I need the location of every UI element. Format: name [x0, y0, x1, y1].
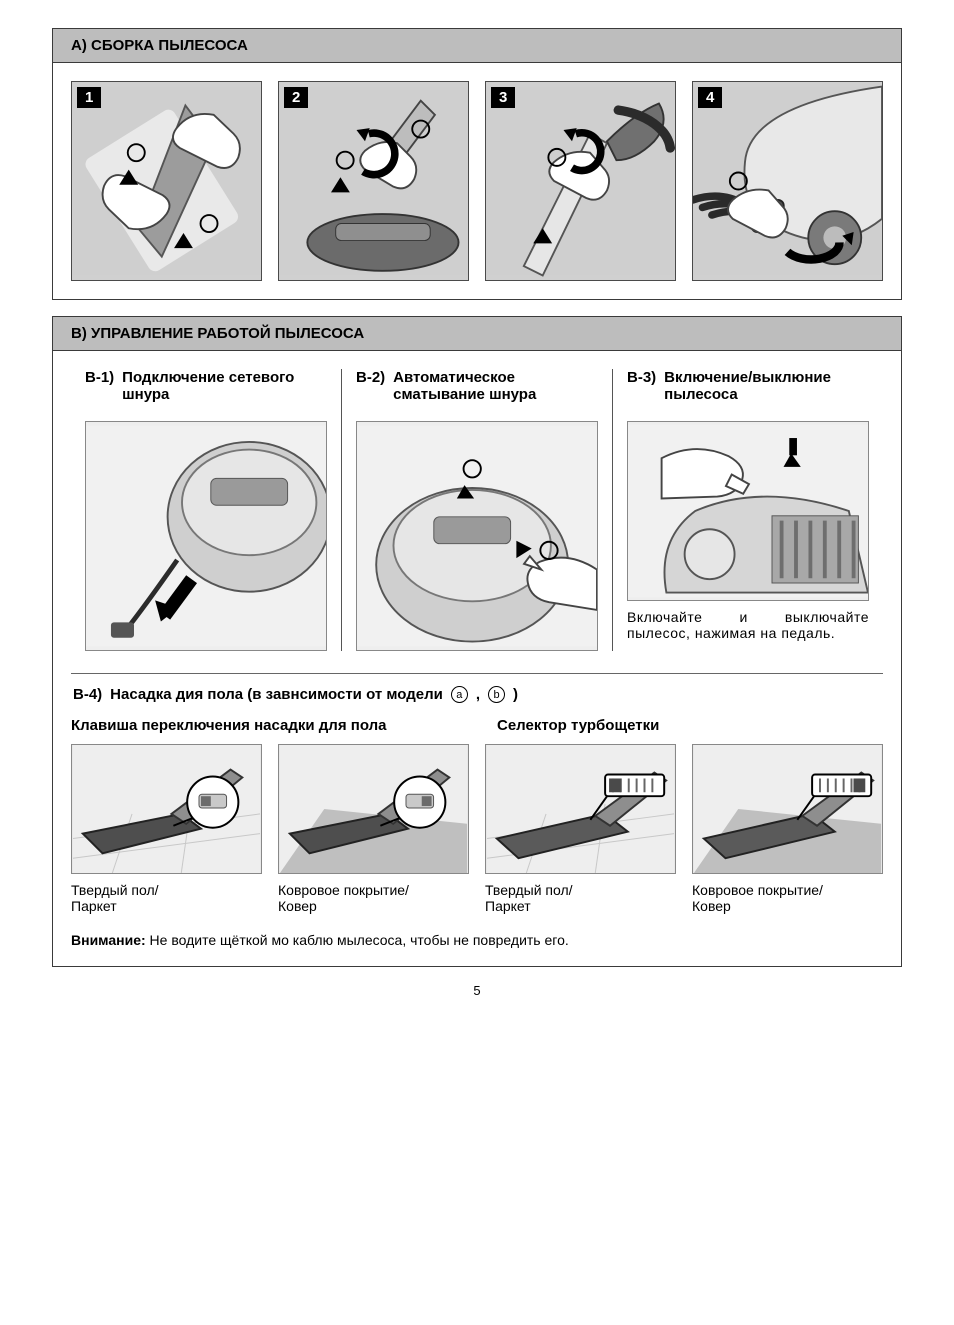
b4-subheadings: Клавиша переключения насадки для пола Се… [71, 717, 883, 734]
b2-label: B-2) [356, 369, 385, 403]
b4-sub-left: Клавиша переключения насадки для пола [71, 717, 457, 734]
step-badge: 2 [284, 87, 308, 108]
step-badge: 1 [77, 87, 101, 108]
col-b3: B-3) Включение/выклюние пылесоса [613, 369, 883, 651]
operation-top-row: B-1) Подключение сетевого шнура [71, 369, 883, 651]
b4-title-row: B-4) Насадка дия пола (в завнсимости от … [71, 686, 883, 703]
step-badge: 3 [491, 87, 515, 108]
col-b1: B-1) Подключение сетевого шнура [71, 369, 342, 651]
b1-figure [85, 421, 327, 651]
step-badge: 4 [698, 87, 722, 108]
assembly-step-3: 3 [485, 81, 676, 281]
b3-heading: Включение/выклюние пылесоса [664, 369, 869, 403]
b4-figure-4 [692, 744, 883, 874]
section-a-title: A) СБОРКА ПЫЛЕСОСА [53, 29, 901, 63]
warning-note: Внимание: Не водите щёткой мо каблю мыле… [71, 932, 883, 948]
assembly-illustration-4 [693, 82, 882, 280]
b4-sub-right: Селектор турбощетки [457, 717, 883, 734]
b4-figure-2 [278, 744, 469, 874]
assembly-illustration-1 [72, 82, 261, 280]
warning-text: Не водите щёткой мо каблю мылесоса, чтоб… [146, 932, 569, 948]
b4-cell-4: Ковровое покрытие/ Ковер [692, 744, 883, 914]
page-number: 5 [52, 983, 902, 998]
col-b2: B-2) Автоматическое сматывание шнура [342, 369, 613, 651]
assembly-step-4: 4 [692, 81, 883, 281]
warning-label: Внимание: [71, 932, 146, 948]
b4-figure-1 [71, 744, 262, 874]
model-letter-a: a [451, 686, 468, 703]
b4-label-4: Ковровое покрытие/ Ковер [692, 882, 883, 914]
section-assembly: A) СБОРКА ПЫЛЕСОСА 1 [52, 28, 902, 300]
b1-label: B-1) [85, 369, 114, 403]
b4-cell-3: Твердый пол/ Паркет [485, 744, 676, 914]
b2-heading: Автоматическое сматывание шнура [393, 369, 598, 403]
b3-figure [627, 421, 869, 601]
comma: , [476, 686, 480, 703]
b4-label-1: Твердый пол/ Паркет [71, 882, 262, 914]
assembly-illustration-3 [486, 82, 675, 280]
divider [71, 673, 883, 674]
b4-title-post: ) [513, 686, 518, 703]
model-letter-b: b [488, 686, 505, 703]
b3-caption: Включайте и выключайте пылесос, нажимая … [627, 609, 869, 641]
b4-label: B-4) [73, 686, 102, 703]
section-operation: B) УПРАВЛЕНИЕ РАБОТОЙ ПЫЛЕСОСА B-1) Подк… [52, 316, 902, 967]
b1-heading: Подключение сетевого шнура [122, 369, 327, 403]
assembly-step-1: 1 [71, 81, 262, 281]
b4-grid: Твердый пол/ Паркет [71, 744, 883, 914]
b4-cell-2: Ковровое покрытие/ Ковер [278, 744, 469, 914]
b4-figure-3 [485, 744, 676, 874]
b4-cell-1: Твердый пол/ Паркет [71, 744, 262, 914]
b2-figure [356, 421, 598, 651]
b4-label-2: Ковровое покрытие/ Ковер [278, 882, 469, 914]
assembly-step-2: 2 [278, 81, 469, 281]
b3-label: B-3) [627, 369, 656, 403]
b4-label-3: Твердый пол/ Паркет [485, 882, 676, 914]
b4-title-pre: Насадка дия пола (в завнсимости от модел… [110, 686, 443, 703]
section-b-title: B) УПРАВЛЕНИЕ РАБОТОЙ ПЫЛЕСОСА [53, 317, 901, 351]
assembly-steps-row: 1 2 [71, 81, 883, 281]
assembly-illustration-2 [279, 82, 468, 280]
